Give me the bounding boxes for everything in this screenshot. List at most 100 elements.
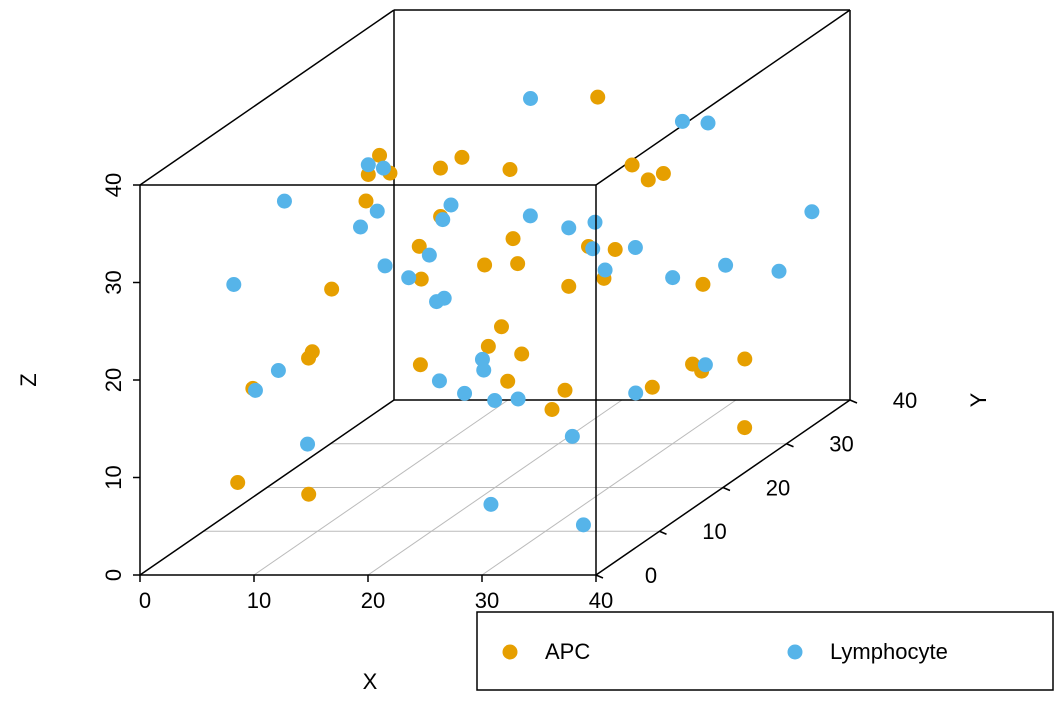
data-point xyxy=(561,220,577,236)
data-point xyxy=(695,276,711,292)
data-point xyxy=(502,162,518,177)
data-point xyxy=(522,208,538,224)
data-point xyxy=(640,172,656,188)
data-point xyxy=(494,319,509,335)
data-point xyxy=(301,486,317,502)
data-point xyxy=(483,496,499,512)
data-point xyxy=(476,362,492,378)
data-point xyxy=(401,270,417,286)
data-point xyxy=(432,160,448,176)
x-tick-label: 10 xyxy=(247,588,271,613)
y-tick-label: 0 xyxy=(645,563,657,588)
y-tick-label: 30 xyxy=(829,432,853,457)
tick-mark xyxy=(595,574,604,579)
data-point xyxy=(413,271,429,287)
data-point xyxy=(674,113,690,129)
data-point xyxy=(624,157,640,173)
data-point xyxy=(510,391,526,407)
box-edge xyxy=(139,9,395,186)
data-point xyxy=(737,420,753,436)
data-point xyxy=(771,263,787,279)
data-point xyxy=(665,270,681,286)
tick-mark xyxy=(849,399,858,404)
data-point xyxy=(226,277,242,292)
y-tick-label: 10 xyxy=(702,519,726,544)
data-point xyxy=(587,214,603,230)
legend-label: APC xyxy=(545,639,590,664)
legend-marker xyxy=(787,644,803,660)
data-point xyxy=(607,242,623,257)
data-point xyxy=(644,379,660,395)
data-point xyxy=(575,517,591,533)
x-tick-label: 0 xyxy=(139,588,151,613)
data-point xyxy=(435,212,451,228)
legend-marker xyxy=(502,644,518,660)
data-point xyxy=(480,338,496,354)
z-axis-label: Z xyxy=(16,373,41,386)
legend-label: Lymphocyte xyxy=(830,639,948,664)
data-point xyxy=(655,166,671,181)
data-point xyxy=(514,346,530,362)
data-point xyxy=(700,115,716,131)
x-tick-label: 20 xyxy=(361,588,385,613)
data-point xyxy=(500,373,516,389)
data-point xyxy=(557,382,573,398)
y-tick-label: 40 xyxy=(893,388,917,413)
data-point xyxy=(421,247,437,263)
data-point xyxy=(360,157,376,173)
data-point xyxy=(304,344,320,360)
data-point xyxy=(627,240,643,255)
data-point xyxy=(737,351,753,367)
data-point xyxy=(353,219,368,235)
data-point xyxy=(457,385,473,401)
data-point xyxy=(369,203,385,219)
z-tick-label: 30 xyxy=(101,270,126,294)
data-point xyxy=(358,193,374,209)
data-point xyxy=(372,147,388,163)
data-point xyxy=(412,357,428,373)
box-edge xyxy=(139,399,395,576)
data-point xyxy=(487,393,503,408)
data-point xyxy=(523,91,538,106)
data-point xyxy=(510,256,526,272)
data-point xyxy=(230,475,246,490)
x-tick-label: 40 xyxy=(589,588,613,613)
data-point xyxy=(718,257,734,273)
data-point xyxy=(270,363,286,378)
data-point xyxy=(697,357,713,373)
x-axis-label: X xyxy=(363,669,378,694)
data-point xyxy=(597,262,613,278)
data-point xyxy=(324,281,340,297)
data-point xyxy=(454,149,470,165)
z-tick-label: 0 xyxy=(101,569,126,581)
data-point xyxy=(431,373,447,389)
data-point xyxy=(300,436,316,452)
legend-box xyxy=(476,611,1054,691)
z-tick-label: 20 xyxy=(101,368,126,392)
data-point xyxy=(505,231,521,247)
data-point xyxy=(561,278,577,294)
data-point xyxy=(411,238,427,254)
data-point xyxy=(276,193,292,209)
data-point xyxy=(377,258,393,274)
z-tick-label: 40 xyxy=(101,173,126,197)
data-point xyxy=(590,89,606,105)
data-point xyxy=(585,241,601,257)
tick-mark xyxy=(722,486,731,492)
tick-mark xyxy=(786,443,794,448)
data-point xyxy=(564,428,580,444)
x-tick-label: 30 xyxy=(475,588,499,613)
z-tick-label: 10 xyxy=(101,465,126,489)
data-point xyxy=(628,385,644,401)
data-point xyxy=(247,382,263,398)
tick-mark xyxy=(659,530,667,535)
y-axis-label: Y xyxy=(966,392,991,407)
data-point xyxy=(375,160,391,176)
box-edge xyxy=(595,9,851,186)
data-point xyxy=(544,402,560,417)
data-point xyxy=(477,257,493,273)
data-point xyxy=(804,204,820,220)
data-point xyxy=(436,290,452,306)
